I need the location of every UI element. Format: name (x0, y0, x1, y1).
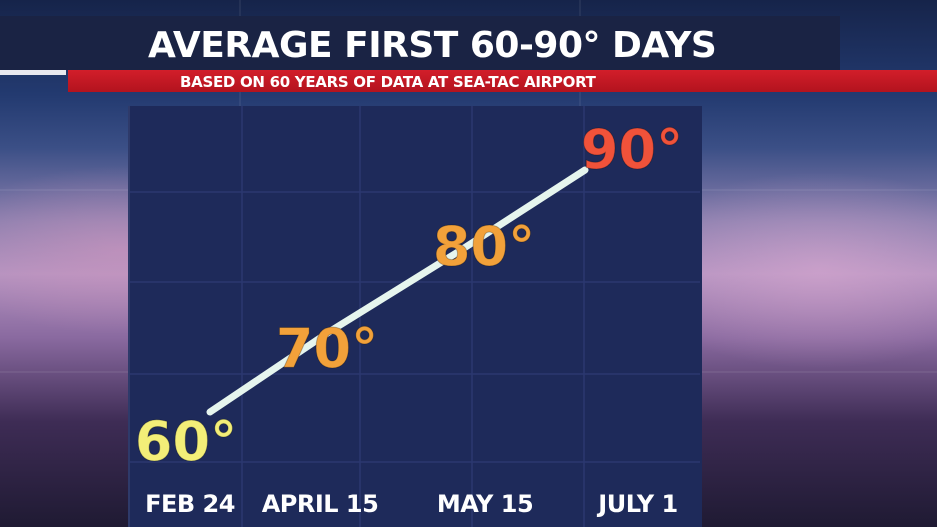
chart-subtitle: BASED ON 60 YEARS OF DATA AT SEA-TAC AIR… (180, 73, 596, 91)
x-tick-label: APRIL 15 (262, 490, 379, 518)
subtitle-banner (68, 70, 937, 92)
x-tick-label: FEB 24 (145, 490, 235, 518)
title-banner (0, 16, 840, 70)
point-label-60: 60° (135, 410, 237, 473)
point-label-70: 70° (276, 317, 378, 380)
point-label-90: 90° (581, 118, 683, 181)
chart-title: AVERAGE FIRST 60-90° DAYS (148, 25, 717, 66)
temperature-trend-line (206, 166, 589, 416)
x-tick-label: MAY 15 (437, 490, 533, 518)
point-label-80: 80° (433, 215, 535, 278)
banner-accent-strip (0, 70, 66, 75)
x-tick-label: JULY 1 (596, 490, 677, 518)
chart-panel (128, 106, 702, 527)
